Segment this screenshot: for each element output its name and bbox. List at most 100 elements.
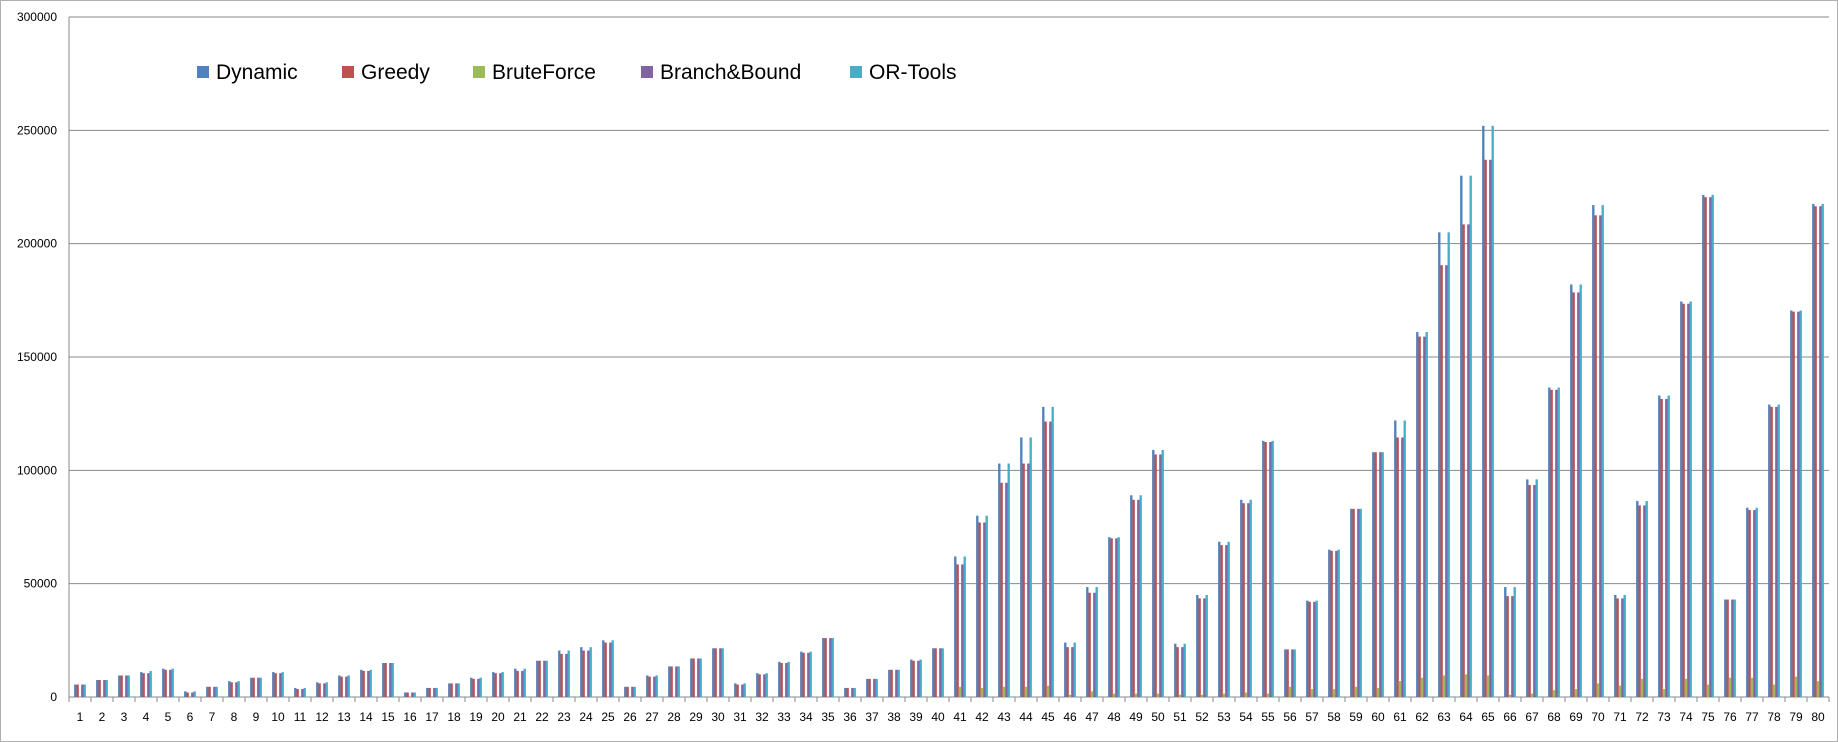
bar-branch-bound-4 xyxy=(147,673,150,697)
bar-or-tools-25 xyxy=(611,640,614,697)
bar-or-tools-53 xyxy=(1227,541,1230,697)
x-tick-label: 74 xyxy=(1679,710,1693,724)
bar-greedy-68 xyxy=(1550,389,1553,697)
bar-dynamic-30 xyxy=(712,648,715,697)
bar-or-tools-49 xyxy=(1139,495,1142,697)
legend-label: Greedy xyxy=(361,61,430,84)
bar-greedy-33 xyxy=(780,663,783,697)
bar-branch-bound-59 xyxy=(1357,508,1360,697)
bar-dynamic-78 xyxy=(1768,404,1771,697)
x-tick-label: 60 xyxy=(1371,710,1385,724)
bar-dynamic-55 xyxy=(1262,440,1265,697)
bar-dynamic-6 xyxy=(184,691,187,697)
bar-or-tools-76 xyxy=(1733,599,1736,697)
bar-or-tools-5 xyxy=(171,668,174,697)
bar-dynamic-47 xyxy=(1086,587,1089,697)
bar-greedy-41 xyxy=(956,564,959,697)
bar-branch-bound-72 xyxy=(1643,505,1646,697)
bar-dynamic-44 xyxy=(1020,437,1023,697)
bar-bruteforce-76 xyxy=(1728,677,1732,697)
bar-bruteforce-43 xyxy=(1002,686,1006,697)
bar-greedy-63 xyxy=(1440,265,1443,697)
legend-swatch-greedy xyxy=(342,66,354,78)
bar-dynamic-10 xyxy=(272,672,275,697)
bar-greedy-55 xyxy=(1264,442,1267,697)
bar-greedy-42 xyxy=(978,522,981,697)
bar-branch-bound-73 xyxy=(1665,398,1668,697)
bar-or-tools-15 xyxy=(391,663,394,697)
bar-branch-bound-3 xyxy=(125,675,128,697)
bars xyxy=(74,125,1824,698)
x-tick-label: 5 xyxy=(165,710,172,724)
bar-dynamic-40 xyxy=(932,648,935,697)
bar-branch-bound-23 xyxy=(565,653,568,697)
bar-or-tools-80 xyxy=(1821,204,1824,697)
bar-greedy-56 xyxy=(1286,649,1289,697)
bar-dynamic-35 xyxy=(822,638,825,697)
bar-dynamic-66 xyxy=(1504,587,1507,697)
bar-greedy-34 xyxy=(802,652,805,697)
bar-dynamic-11 xyxy=(294,687,297,697)
x-tick-label: 34 xyxy=(799,710,813,724)
bar-greedy-44 xyxy=(1022,463,1025,697)
bar-greedy-1 xyxy=(76,684,79,697)
bar-greedy-7 xyxy=(208,686,211,697)
bar-branch-bound-74 xyxy=(1687,303,1690,697)
bar-greedy-80 xyxy=(1814,206,1817,697)
bar-dynamic-80 xyxy=(1812,204,1815,697)
y-tick-label: 150000 xyxy=(17,350,57,364)
bar-dynamic-61 xyxy=(1394,420,1397,697)
bar-greedy-67 xyxy=(1528,485,1531,697)
bar-or-tools-57 xyxy=(1315,600,1318,697)
x-tick-label: 53 xyxy=(1217,710,1231,724)
bar-greedy-14 xyxy=(362,670,365,697)
legend-label: BruteForce xyxy=(492,61,596,84)
bar-branch-bound-41 xyxy=(961,564,964,697)
bar-dynamic-79 xyxy=(1790,310,1793,697)
bar-greedy-53 xyxy=(1220,545,1223,697)
bar-branch-bound-16 xyxy=(411,692,414,697)
x-tick-label: 23 xyxy=(557,710,571,724)
bar-or-tools-9 xyxy=(259,677,262,697)
bar-or-tools-50 xyxy=(1161,449,1164,697)
bar-greedy-28 xyxy=(670,666,673,697)
bar-branch-bound-31 xyxy=(741,684,744,697)
bar-or-tools-43 xyxy=(1007,463,1010,697)
bar-bruteforce-61 xyxy=(1398,681,1402,697)
bar-bruteforce-67 xyxy=(1530,693,1534,697)
bar-branch-bound-22 xyxy=(543,660,546,697)
bar-dynamic-26 xyxy=(624,686,627,697)
bar-branch-bound-18 xyxy=(455,683,458,697)
bar-or-tools-6 xyxy=(193,691,196,697)
x-tick-label: 10 xyxy=(271,710,285,724)
bar-or-tools-71 xyxy=(1623,595,1626,697)
bar-or-tools-69 xyxy=(1579,284,1582,697)
x-tick-label: 72 xyxy=(1635,710,1649,724)
bar-bruteforce-71 xyxy=(1618,685,1622,697)
bar-branch-bound-71 xyxy=(1621,598,1624,697)
bar-greedy-10 xyxy=(274,673,277,697)
bar-bruteforce-74 xyxy=(1684,678,1688,697)
x-tick-label: 28 xyxy=(667,710,681,724)
x-tick-label: 3 xyxy=(121,710,128,724)
bar-greedy-79 xyxy=(1792,311,1795,697)
bar-or-tools-79 xyxy=(1799,310,1802,697)
bar-or-tools-14 xyxy=(369,669,372,697)
x-axis-tick-labels: 1 2 3 4 5 6 7 8 9 10 11 12 13 14 15 16 17 18 19 20 21 22 23 24 2… xyxy=(77,710,1825,724)
bar-greedy-59 xyxy=(1352,508,1355,697)
bar-dynamic-27 xyxy=(646,675,649,697)
bar-dynamic-28 xyxy=(668,666,671,697)
x-tick-label: 17 xyxy=(425,710,439,724)
bar-dynamic-39 xyxy=(910,659,913,697)
x-tick-label: 61 xyxy=(1393,710,1407,724)
x-tick-label: 55 xyxy=(1261,710,1275,724)
x-tick-label: 1 xyxy=(77,710,84,724)
x-tick-label: 50 xyxy=(1151,710,1165,724)
bar-or-tools-56 xyxy=(1293,649,1296,697)
x-tick-label: 24 xyxy=(579,710,593,724)
bar-branch-bound-40 xyxy=(939,648,942,697)
bar-or-tools-55 xyxy=(1271,440,1274,697)
bar-or-tools-31 xyxy=(743,683,746,697)
bar-or-tools-20 xyxy=(501,672,504,697)
